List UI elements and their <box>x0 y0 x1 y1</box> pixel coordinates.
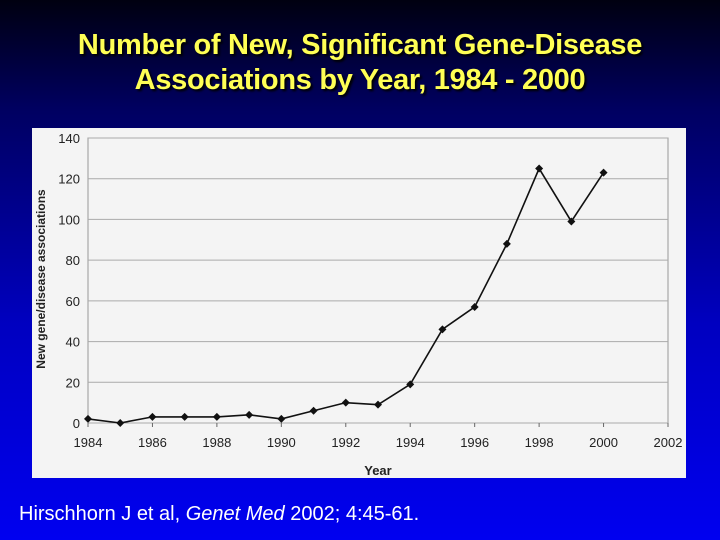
y-tick-label: 120 <box>58 172 80 187</box>
data-point <box>341 398 350 407</box>
y-tick-label: 100 <box>58 212 80 227</box>
data-point <box>438 325 447 334</box>
data-point <box>212 412 221 421</box>
citation-authors: Hirschhorn J et al, <box>19 503 186 525</box>
data-point <box>148 412 157 421</box>
y-tick-label: 0 <box>73 416 80 431</box>
x-axis-label: Year <box>364 463 391 478</box>
citation-details: 2002; 4:45-61. <box>284 503 420 525</box>
data-point <box>84 414 92 423</box>
data-point <box>502 239 511 248</box>
title-line-2: Associations by Year, 1984 - 2000 <box>134 64 586 96</box>
data-point <box>406 380 415 389</box>
data-point <box>180 412 189 421</box>
y-tick-label: 40 <box>66 335 80 350</box>
x-tick-label: 1994 <box>396 435 425 450</box>
x-tick-label: 1996 <box>460 435 489 450</box>
citation: Hirschhorn J et al, Genet Med 2002; 4:45… <box>19 503 419 526</box>
data-point <box>470 302 479 311</box>
citation-journal: Genet Med <box>185 503 285 525</box>
data-point <box>374 400 382 409</box>
x-tick-label: 1986 <box>138 435 167 450</box>
x-tick-label: 1998 <box>525 435 554 450</box>
x-tick-label: 2002 <box>654 435 683 450</box>
y-tick-label: 20 <box>66 375 80 390</box>
y-tick-label: 80 <box>66 253 80 268</box>
x-tick-label: 1988 <box>202 435 231 450</box>
data-point <box>245 410 254 419</box>
chart-svg: 0 20 40 60 80 100 120 140 1984 1986 1988 1990 1992 1… <box>34 131 683 478</box>
data-point <box>535 164 544 173</box>
data-point <box>599 168 608 177</box>
y-axis-label: New gene/disease associations <box>34 189 48 369</box>
title-line-1: Number of New, Significant Gene-Disease <box>77 29 643 61</box>
plot-area-border <box>87 137 669 424</box>
slide-title: Number of New, Significant Gene-Disease … <box>0 28 720 98</box>
x-tick-label: 1984 <box>74 435 103 450</box>
data-point <box>116 419 125 427</box>
data-point <box>567 217 576 226</box>
x-tick-label: 1992 <box>331 435 360 450</box>
chart: 0 20 40 60 80 100 120 140 1984 1986 1988 1990 1992 1… <box>32 128 686 478</box>
y-tick-label: 60 <box>66 294 80 309</box>
x-tick-label: 1990 <box>267 435 296 450</box>
series-line <box>87 166 605 424</box>
data-point <box>309 406 318 415</box>
x-tick-label: 2000 <box>589 435 618 450</box>
y-tick-label: 140 <box>58 131 80 146</box>
data-point <box>277 414 286 423</box>
